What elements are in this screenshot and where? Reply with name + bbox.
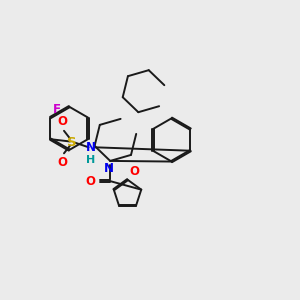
Text: N: N <box>104 162 114 176</box>
Text: N: N <box>86 141 96 154</box>
Text: F: F <box>53 103 61 116</box>
Text: O: O <box>57 157 67 169</box>
Text: O: O <box>130 165 140 178</box>
Text: O: O <box>85 175 95 188</box>
Text: O: O <box>57 115 67 128</box>
Text: S: S <box>67 136 77 148</box>
Text: H: H <box>86 155 95 165</box>
